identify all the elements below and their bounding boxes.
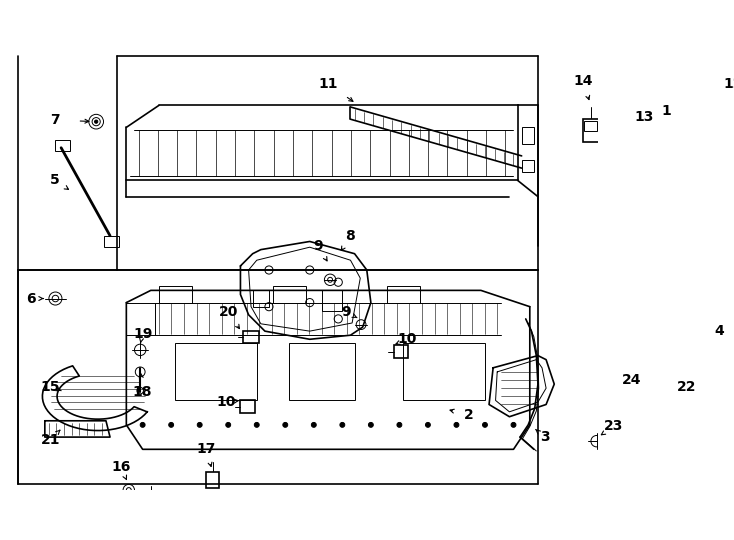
Bar [289, 343, 355, 401]
Bar [241, 401, 255, 414]
Circle shape [169, 422, 174, 427]
Text: 1: 1 [662, 104, 672, 118]
Text: 24: 24 [622, 373, 642, 387]
Text: 3: 3 [539, 430, 549, 444]
Text: 5: 5 [50, 173, 59, 187]
Bar [393, 345, 408, 358]
Bar [522, 127, 534, 144]
Bar [404, 343, 485, 401]
Text: 14: 14 [573, 74, 592, 88]
Circle shape [140, 422, 145, 427]
Circle shape [454, 422, 459, 427]
Text: 13: 13 [634, 110, 653, 124]
Circle shape [426, 422, 430, 427]
Text: 10: 10 [398, 332, 417, 346]
Text: 9: 9 [313, 239, 323, 253]
Bar [159, 286, 192, 302]
Circle shape [340, 422, 345, 427]
Text: 16: 16 [111, 460, 131, 474]
Bar [273, 286, 305, 302]
Text: 18: 18 [133, 385, 153, 399]
Circle shape [226, 422, 230, 427]
Bar [252, 291, 269, 307]
Circle shape [397, 422, 401, 427]
Circle shape [368, 422, 374, 427]
Text: 9: 9 [341, 306, 352, 319]
Circle shape [95, 120, 98, 123]
Text: 4: 4 [714, 324, 724, 338]
Circle shape [283, 422, 288, 427]
Bar [206, 472, 219, 489]
Circle shape [254, 422, 259, 427]
Bar [56, 139, 70, 151]
Circle shape [197, 422, 202, 427]
Bar [583, 119, 599, 142]
Circle shape [729, 127, 733, 132]
Text: 2: 2 [464, 408, 473, 422]
Text: 23: 23 [604, 420, 623, 434]
Text: 11: 11 [319, 77, 338, 91]
Bar [610, 388, 625, 401]
Circle shape [482, 422, 487, 427]
Bar [650, 127, 665, 142]
Text: 21: 21 [41, 433, 60, 447]
Bar [175, 343, 257, 401]
Bar [584, 121, 597, 131]
Text: 8: 8 [346, 229, 355, 243]
Circle shape [511, 422, 516, 427]
Bar [522, 160, 534, 172]
Text: 15: 15 [41, 380, 60, 394]
Text: 22: 22 [677, 380, 697, 394]
Text: 17: 17 [197, 442, 216, 456]
Bar [322, 291, 342, 310]
Text: 19: 19 [133, 327, 153, 341]
Bar [243, 331, 259, 343]
Text: 20: 20 [219, 306, 238, 319]
Bar [104, 236, 119, 247]
Text: 7: 7 [50, 113, 59, 127]
Text: 10: 10 [217, 395, 236, 409]
Text: 6: 6 [26, 292, 36, 306]
Text: 12: 12 [724, 77, 734, 91]
Bar [387, 286, 420, 302]
Circle shape [311, 422, 316, 427]
